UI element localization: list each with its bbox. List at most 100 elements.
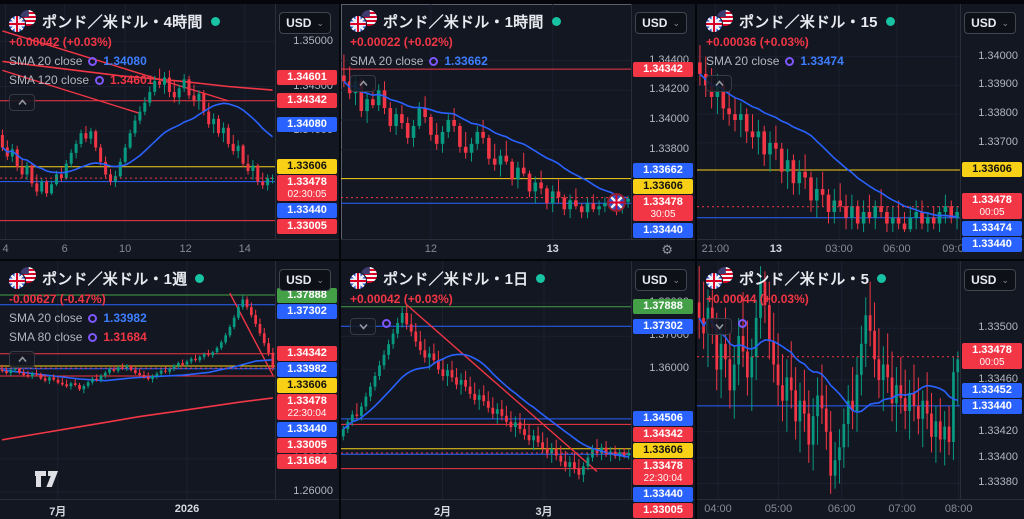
price-scale[interactable]: 1.350001.345001.340001.346011.343421.340…: [275, 4, 339, 259]
legend-expand-button[interactable]: [350, 318, 376, 335]
price-level-label: 1.33606: [633, 178, 693, 194]
chart-pane-1d[interactable]: 1.380001.370001.360001.378881.373021.345…: [341, 261, 695, 519]
currency-selector[interactable]: USD ⌄: [279, 269, 331, 291]
scale-settings-gear-icon[interactable]: ⚙: [661, 242, 673, 257]
tradingview-logo[interactable]: [34, 470, 64, 493]
price-level-label: 1.33005: [277, 438, 337, 454]
time-label: 13: [769, 243, 783, 255]
time-axis[interactable]: 4 6 10 12 14: [0, 239, 339, 259]
chevron-down-icon: ⌄: [316, 274, 324, 285]
currency-selector[interactable]: USD ⌄: [964, 12, 1016, 34]
price-scale[interactable]: 1.280001.260001.378881.373021.343421.339…: [275, 261, 339, 519]
price-tick: 1.34000: [649, 113, 689, 125]
price-plot[interactable]: [341, 4, 631, 239]
time-label: 2月: [433, 506, 452, 518]
current-price-label: 1.33478 22:30:04: [633, 459, 693, 486]
price-plot[interactable]: [0, 4, 275, 239]
price-tick: 1.33380: [978, 476, 1018, 489]
price-level-label: 1.34080: [277, 116, 337, 132]
time-axis[interactable]: 04:00 05:00 06:00 07:00 08:00: [697, 499, 1024, 519]
current-price-label: 1.33478 30:05: [633, 194, 693, 221]
time-label: 12: [424, 243, 438, 255]
price-tick: 1.34000: [978, 49, 1018, 62]
countdown-timer: 00:05: [979, 357, 1005, 369]
price-level-label: 1.31684: [277, 454, 337, 470]
price-plot[interactable]: [0, 261, 275, 499]
price-level-label: 1.33474: [962, 221, 1022, 237]
time-label: 06:00: [827, 503, 856, 515]
chevron-down-icon: [714, 323, 724, 330]
countdown-timer: 02:30:05: [287, 189, 327, 201]
price-tick: 1.35000: [293, 34, 333, 47]
price-tick: 1.33700: [978, 135, 1018, 148]
currency-label: USD: [971, 273, 997, 287]
currency-label: USD: [642, 16, 668, 30]
time-axis[interactable]: 7月 2026: [0, 499, 339, 519]
chevron-up-icon: [714, 80, 724, 87]
price-scale[interactable]: 1.33500 1.33460 1.33420 1.33400 1.33380 1.334…: [960, 261, 1024, 519]
price-level-label: 1.33606: [277, 159, 337, 175]
price-tick: 1.34200: [649, 83, 689, 96]
price-tick: 1.33400: [978, 450, 1018, 463]
legend-collapse-button[interactable]: [350, 75, 376, 92]
price-plot[interactable]: [697, 261, 960, 499]
price-level-label: 1.33606: [277, 378, 337, 394]
price-tick: 1.33500: [978, 321, 1018, 334]
time-label: 05:00: [764, 503, 793, 515]
time-label: 3月: [535, 506, 553, 518]
time-axis[interactable]: 21:00 13 03:00 06:00 09:00: [697, 239, 1024, 259]
price-scale[interactable]: 1.34400 1.34200 1.34000 1.33800 1.34342 1.336…: [631, 4, 695, 259]
time-label: 7月: [49, 506, 67, 518]
time-label: 03:00: [825, 243, 853, 255]
currency-label: USD: [642, 273, 668, 287]
time-label: 12: [179, 243, 192, 255]
chart-pane-5m[interactable]: 1.33500 1.33460 1.33420 1.33400 1.33380 1.334…: [697, 261, 1024, 519]
countdown-timer: 22:30:04: [643, 473, 683, 485]
legend-collapse-button[interactable]: [9, 94, 35, 111]
chart-pane-1h[interactable]: 1.34400 1.34200 1.34000 1.33800 1.34342 1.336…: [341, 4, 695, 259]
currency-selector[interactable]: USD ⌄: [635, 269, 687, 291]
legend-collapse-button[interactable]: [9, 351, 35, 368]
price-tick: 1.26000: [293, 485, 333, 498]
price-tick: 1.33800: [649, 142, 689, 155]
countdown-timer: 00:05: [979, 207, 1005, 219]
current-price-label: 1.33478 02:30:05: [277, 175, 337, 202]
price-tick: 1.33800: [978, 107, 1018, 120]
time-label: 08:00: [944, 503, 973, 515]
legend-collapse-button[interactable]: [706, 75, 732, 92]
price-scale[interactable]: 1.34000 1.33900 1.33800 1.33700 1.33606 1.334…: [960, 4, 1024, 259]
time-label: 06:00: [883, 243, 911, 255]
time-label: 2026: [174, 503, 200, 515]
chart-pane-4h[interactable]: 1.350001.345001.340001.346011.343421.340…: [0, 4, 339, 259]
candlestick-chart: [341, 4, 631, 239]
price-level-label: 1.33440: [277, 422, 337, 438]
time-axis[interactable]: 12 13: [341, 239, 695, 259]
time-label: 10: [119, 243, 132, 255]
time-axis[interactable]: 2月 3月: [341, 499, 695, 519]
price-tick: 1.36000: [649, 362, 689, 375]
chevron-up-icon: [17, 356, 27, 363]
price-level-label: 1.33440: [633, 487, 693, 503]
currency-selector[interactable]: USD ⌄: [635, 12, 687, 34]
price-level-label: 1.37888: [633, 299, 693, 315]
currency-selector[interactable]: USD ⌄: [964, 269, 1016, 291]
legend-expand-button[interactable]: [706, 318, 732, 335]
time-label: 13: [546, 243, 559, 255]
price-tick: 1.33420: [978, 424, 1018, 437]
time-label: 21:00: [701, 243, 730, 255]
price-level-label: 1.34342: [277, 346, 337, 362]
chevron-up-icon: [358, 80, 368, 87]
chart-pane-1w[interactable]: 1.280001.260001.378881.373021.343421.339…: [0, 261, 339, 519]
gbp-flag-badge: [607, 193, 626, 213]
currency-label: USD: [286, 16, 312, 30]
currency-selector[interactable]: USD ⌄: [279, 12, 331, 34]
price-plot[interactable]: [697, 4, 960, 239]
price-level-label: 1.33005: [277, 219, 337, 235]
price-level-label: 1.33606: [633, 443, 693, 459]
chart-pane-15m[interactable]: 1.34000 1.33900 1.33800 1.33700 1.33606 1.334…: [697, 4, 1024, 259]
price-level-label: 1.37302: [633, 318, 693, 334]
candlestick-chart: [697, 4, 960, 239]
price-level-label: 1.33440: [962, 237, 1022, 253]
price-plot[interactable]: [341, 261, 631, 499]
price-scale[interactable]: 1.380001.370001.360001.378881.373021.345…: [631, 261, 695, 519]
